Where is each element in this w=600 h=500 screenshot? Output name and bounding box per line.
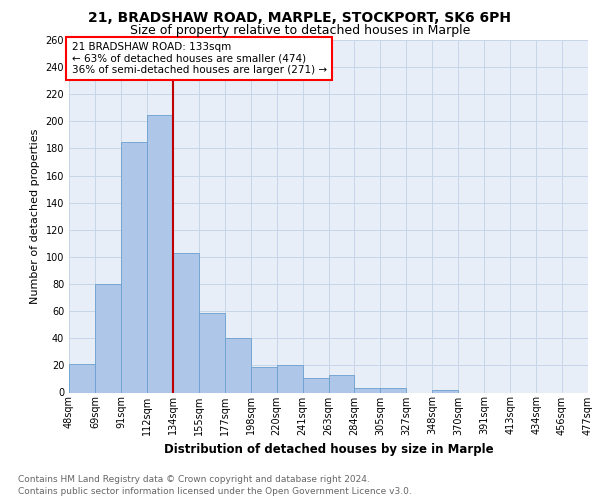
Y-axis label: Number of detached properties: Number of detached properties (30, 128, 40, 304)
Bar (69, 364, 95, 392)
Text: Size of property relative to detached houses in Marple: Size of property relative to detached ho… (130, 24, 470, 37)
Bar (173, 253, 199, 392)
Bar (147, 114, 173, 392)
Bar (225, 338, 251, 392)
Text: 21, BRADSHAW ROAD, MARPLE, STOCKPORT, SK6 6PH: 21, BRADSHAW ROAD, MARPLE, STOCKPORT, SK… (89, 11, 511, 25)
Bar (380, 388, 406, 392)
Bar (433, 390, 458, 392)
Bar (121, 142, 147, 392)
Text: Contains public sector information licensed under the Open Government Licence v3: Contains public sector information licen… (18, 487, 412, 496)
X-axis label: Distribution of detached houses by size in Marple: Distribution of detached houses by size … (164, 443, 493, 456)
Bar (302, 378, 329, 392)
Bar (277, 366, 302, 392)
Bar (355, 388, 380, 392)
Text: 21 BRADSHAW ROAD: 133sqm
← 63% of detached houses are smaller (474)
36% of semi-: 21 BRADSHAW ROAD: 133sqm ← 63% of detach… (71, 42, 327, 75)
Text: Contains HM Land Registry data © Crown copyright and database right 2024.: Contains HM Land Registry data © Crown c… (18, 475, 370, 484)
Bar (95, 284, 121, 393)
Bar (329, 375, 355, 392)
Bar (199, 312, 224, 392)
Bar (251, 366, 277, 392)
